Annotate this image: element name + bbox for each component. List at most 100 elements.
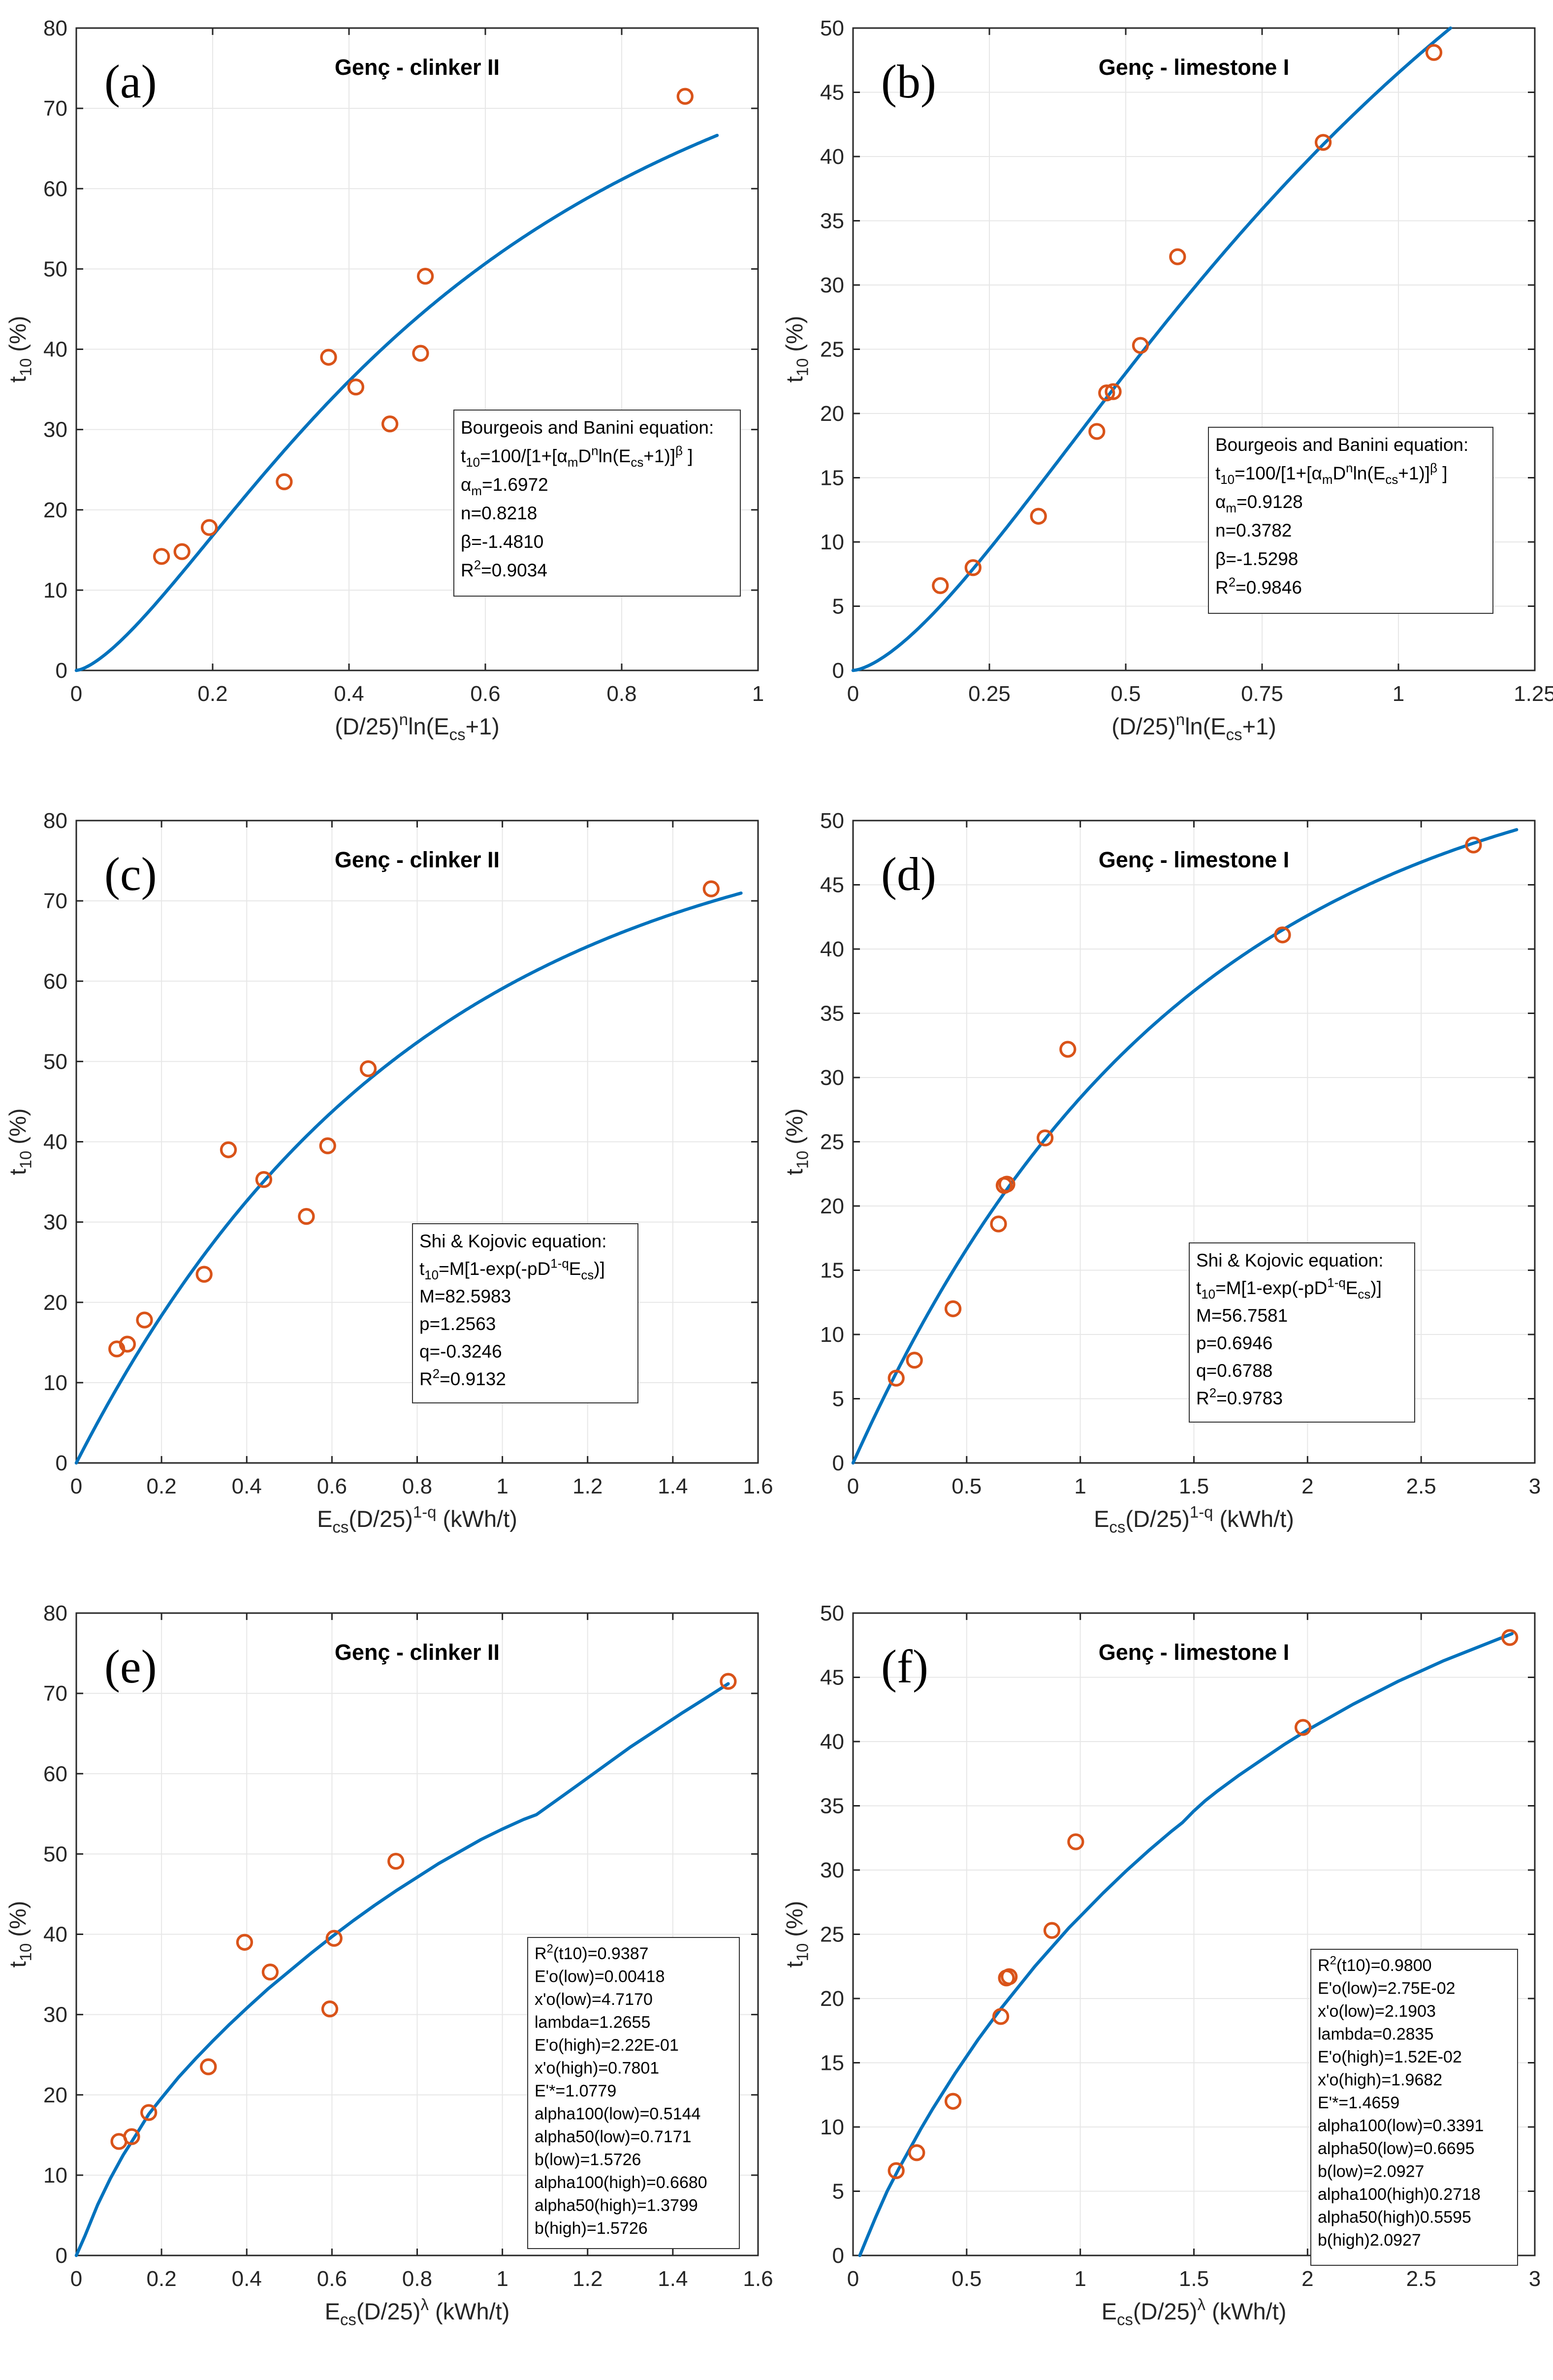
annotation-line: Bourgeois and Banini equation: — [461, 417, 714, 438]
data-point — [887, 1369, 905, 1387]
x-axis-label: Ecs(D/25)λ (kWh/t) — [1102, 2295, 1287, 2328]
y-tick-label: 50 — [43, 1049, 67, 1074]
data-point — [990, 1215, 1007, 1233]
panel-title: Genç - limestone I — [1099, 1640, 1290, 1665]
x-axis-label: (D/25)nln(Ecs+1) — [335, 710, 500, 743]
x-tick-label: 1.4 — [658, 1474, 688, 1498]
data-point — [319, 1137, 336, 1154]
x-tick-label: 1 — [1074, 2267, 1086, 2291]
y-tick-label: 10 — [820, 530, 844, 554]
annotation-box — [453, 410, 741, 597]
y-axis-label: t10 (%) — [781, 316, 811, 383]
y-tick-label: 50 — [820, 809, 844, 833]
y-tick-label: 35 — [820, 209, 844, 233]
plot-background — [777, 793, 1553, 1585]
data-point — [276, 473, 293, 490]
x-tick-label: 1 — [1393, 682, 1404, 706]
fit-curve — [74, 1682, 730, 2257]
annotation-line: alpha50(low)=0.7171 — [535, 2127, 692, 2146]
data-point — [220, 1141, 237, 1158]
x-tick-label: 0.5 — [951, 2267, 982, 2291]
panel-title: Genç - limestone I — [1099, 55, 1290, 80]
annotation-line: E'o(low)=2.75E-02 — [1318, 1979, 1456, 1998]
x-tick-label: 0 — [847, 682, 859, 706]
y-tick-label: 0 — [832, 1451, 844, 1475]
data-point — [944, 1300, 962, 1317]
data-point — [381, 415, 399, 433]
annotation-line: M=56.7581 — [1196, 1305, 1288, 1326]
annotation-line: t10=M[1-exp(-pD1-qEcs)] — [1196, 1276, 1382, 1301]
x-tick-label: 0.4 — [232, 2267, 262, 2291]
annotation-line: lambda=1.2655 — [535, 2013, 650, 2032]
data-point — [906, 1352, 923, 1369]
data-point — [200, 519, 218, 536]
data-point — [321, 2000, 339, 2018]
x-tick-label: 0.5 — [1110, 682, 1141, 706]
x-tick-label: 1.6 — [743, 1474, 773, 1498]
y-axis-label: t10 (%) — [4, 1901, 34, 1968]
y-tick-label: 15 — [820, 1259, 844, 1283]
chart-c: 0 0.2 0.4 0.6 0.8 1 1.2 1.4 1.6 0 10 20 30 40 50 60 70 80… — [0, 793, 776, 1585]
data-point — [200, 2058, 217, 2075]
x-tick-label: 0.4 — [334, 682, 364, 706]
annotation-line: lambda=0.2835 — [1318, 2025, 1433, 2044]
y-tick-label: 15 — [820, 466, 844, 490]
annotation-line: x'o(low)=4.7170 — [535, 1990, 653, 2009]
data-point — [1001, 1968, 1018, 1985]
annotation-line: R2(t10)=0.9387 — [535, 1942, 649, 1964]
y-tick-label: 50 — [820, 16, 844, 40]
plot-frame — [75, 820, 759, 1464]
data-point — [702, 880, 720, 897]
annotation-line: β=-1.4810 — [461, 532, 543, 552]
data-point — [1105, 383, 1122, 400]
y-tick-label: 20 — [820, 402, 844, 426]
panel-title: Genç - clinker II — [335, 1640, 500, 1665]
x-tick-label: 0.75 — [1241, 682, 1283, 706]
y-tick-label: 50 — [820, 1601, 844, 1625]
panel-e: 0 0.2 0.4 0.6 0.8 1 1.2 1.4 1.6 0 10 20 30 40 50 60 70 80… — [0, 1585, 776, 2378]
x-tick-label: 1.2 — [572, 2267, 602, 2291]
y-tick-label: 10 — [820, 2115, 844, 2139]
y-tick-label: 20 — [43, 2083, 67, 2107]
x-axis-label: Ecs(D/25)1-q (kWh/t) — [1094, 1503, 1294, 1536]
data-point — [236, 1934, 254, 1951]
x-axis-label: (D/25)nln(Ecs+1) — [1111, 710, 1276, 743]
x-tick-label: 2.5 — [1406, 2267, 1436, 2291]
plot-frame — [852, 1612, 1536, 2256]
fit-curve — [858, 1632, 1514, 2257]
data-point — [1030, 508, 1047, 525]
annotation-line: alpha50(high)0.5595 — [1318, 2208, 1471, 2227]
data-point — [1098, 384, 1115, 402]
plot-background — [0, 0, 776, 793]
annotation-line: t10=100/[1+[αmDnln(Ecs+1)]β ] — [1215, 461, 1448, 487]
y-tick-label: 40 — [820, 937, 844, 961]
fit-curve — [851, 828, 1519, 1465]
panel-letter: (d) — [881, 848, 936, 900]
x-tick-label: 2.5 — [1406, 1474, 1436, 1498]
annotation-line: αm=1.6972 — [461, 475, 548, 498]
data-point — [173, 543, 190, 560]
annotation-line: b(high)2.0927 — [1318, 2231, 1421, 2250]
annotation-line: p=0.6946 — [1196, 1333, 1272, 1353]
annotation-line: q=-0.3246 — [419, 1341, 502, 1362]
data-point — [908, 2144, 925, 2161]
panel-title: Genç - clinker II — [335, 55, 500, 80]
annotation-line: Shi & Kojovic equation: — [419, 1231, 607, 1251]
panel-a: 0 0.2 0.4 0.6 0.8 1 0 10 20 30 40 50 60 70 80 Genç - cl… — [0, 0, 776, 793]
data-point — [1425, 44, 1443, 61]
annotation-line: b(low)=2.0927 — [1318, 2162, 1424, 2181]
y-tick-label: 60 — [43, 177, 67, 201]
data-point — [676, 88, 694, 105]
annotation-line: p=1.2563 — [419, 1314, 496, 1334]
y-tick-label: 35 — [820, 1794, 844, 1818]
annotation-box — [412, 1223, 638, 1403]
y-tick-label: 70 — [43, 1682, 67, 1706]
y-tick-label: 40 — [43, 1130, 67, 1154]
y-tick-label: 5 — [832, 1387, 844, 1411]
y-tick-label: 30 — [43, 2003, 67, 2027]
x-tick-label: 0.8 — [402, 2267, 432, 2291]
annotation-line: E'*=1.0779 — [535, 2082, 616, 2100]
y-tick-label: 30 — [820, 1066, 844, 1090]
y-tick-label: 70 — [43, 889, 67, 913]
